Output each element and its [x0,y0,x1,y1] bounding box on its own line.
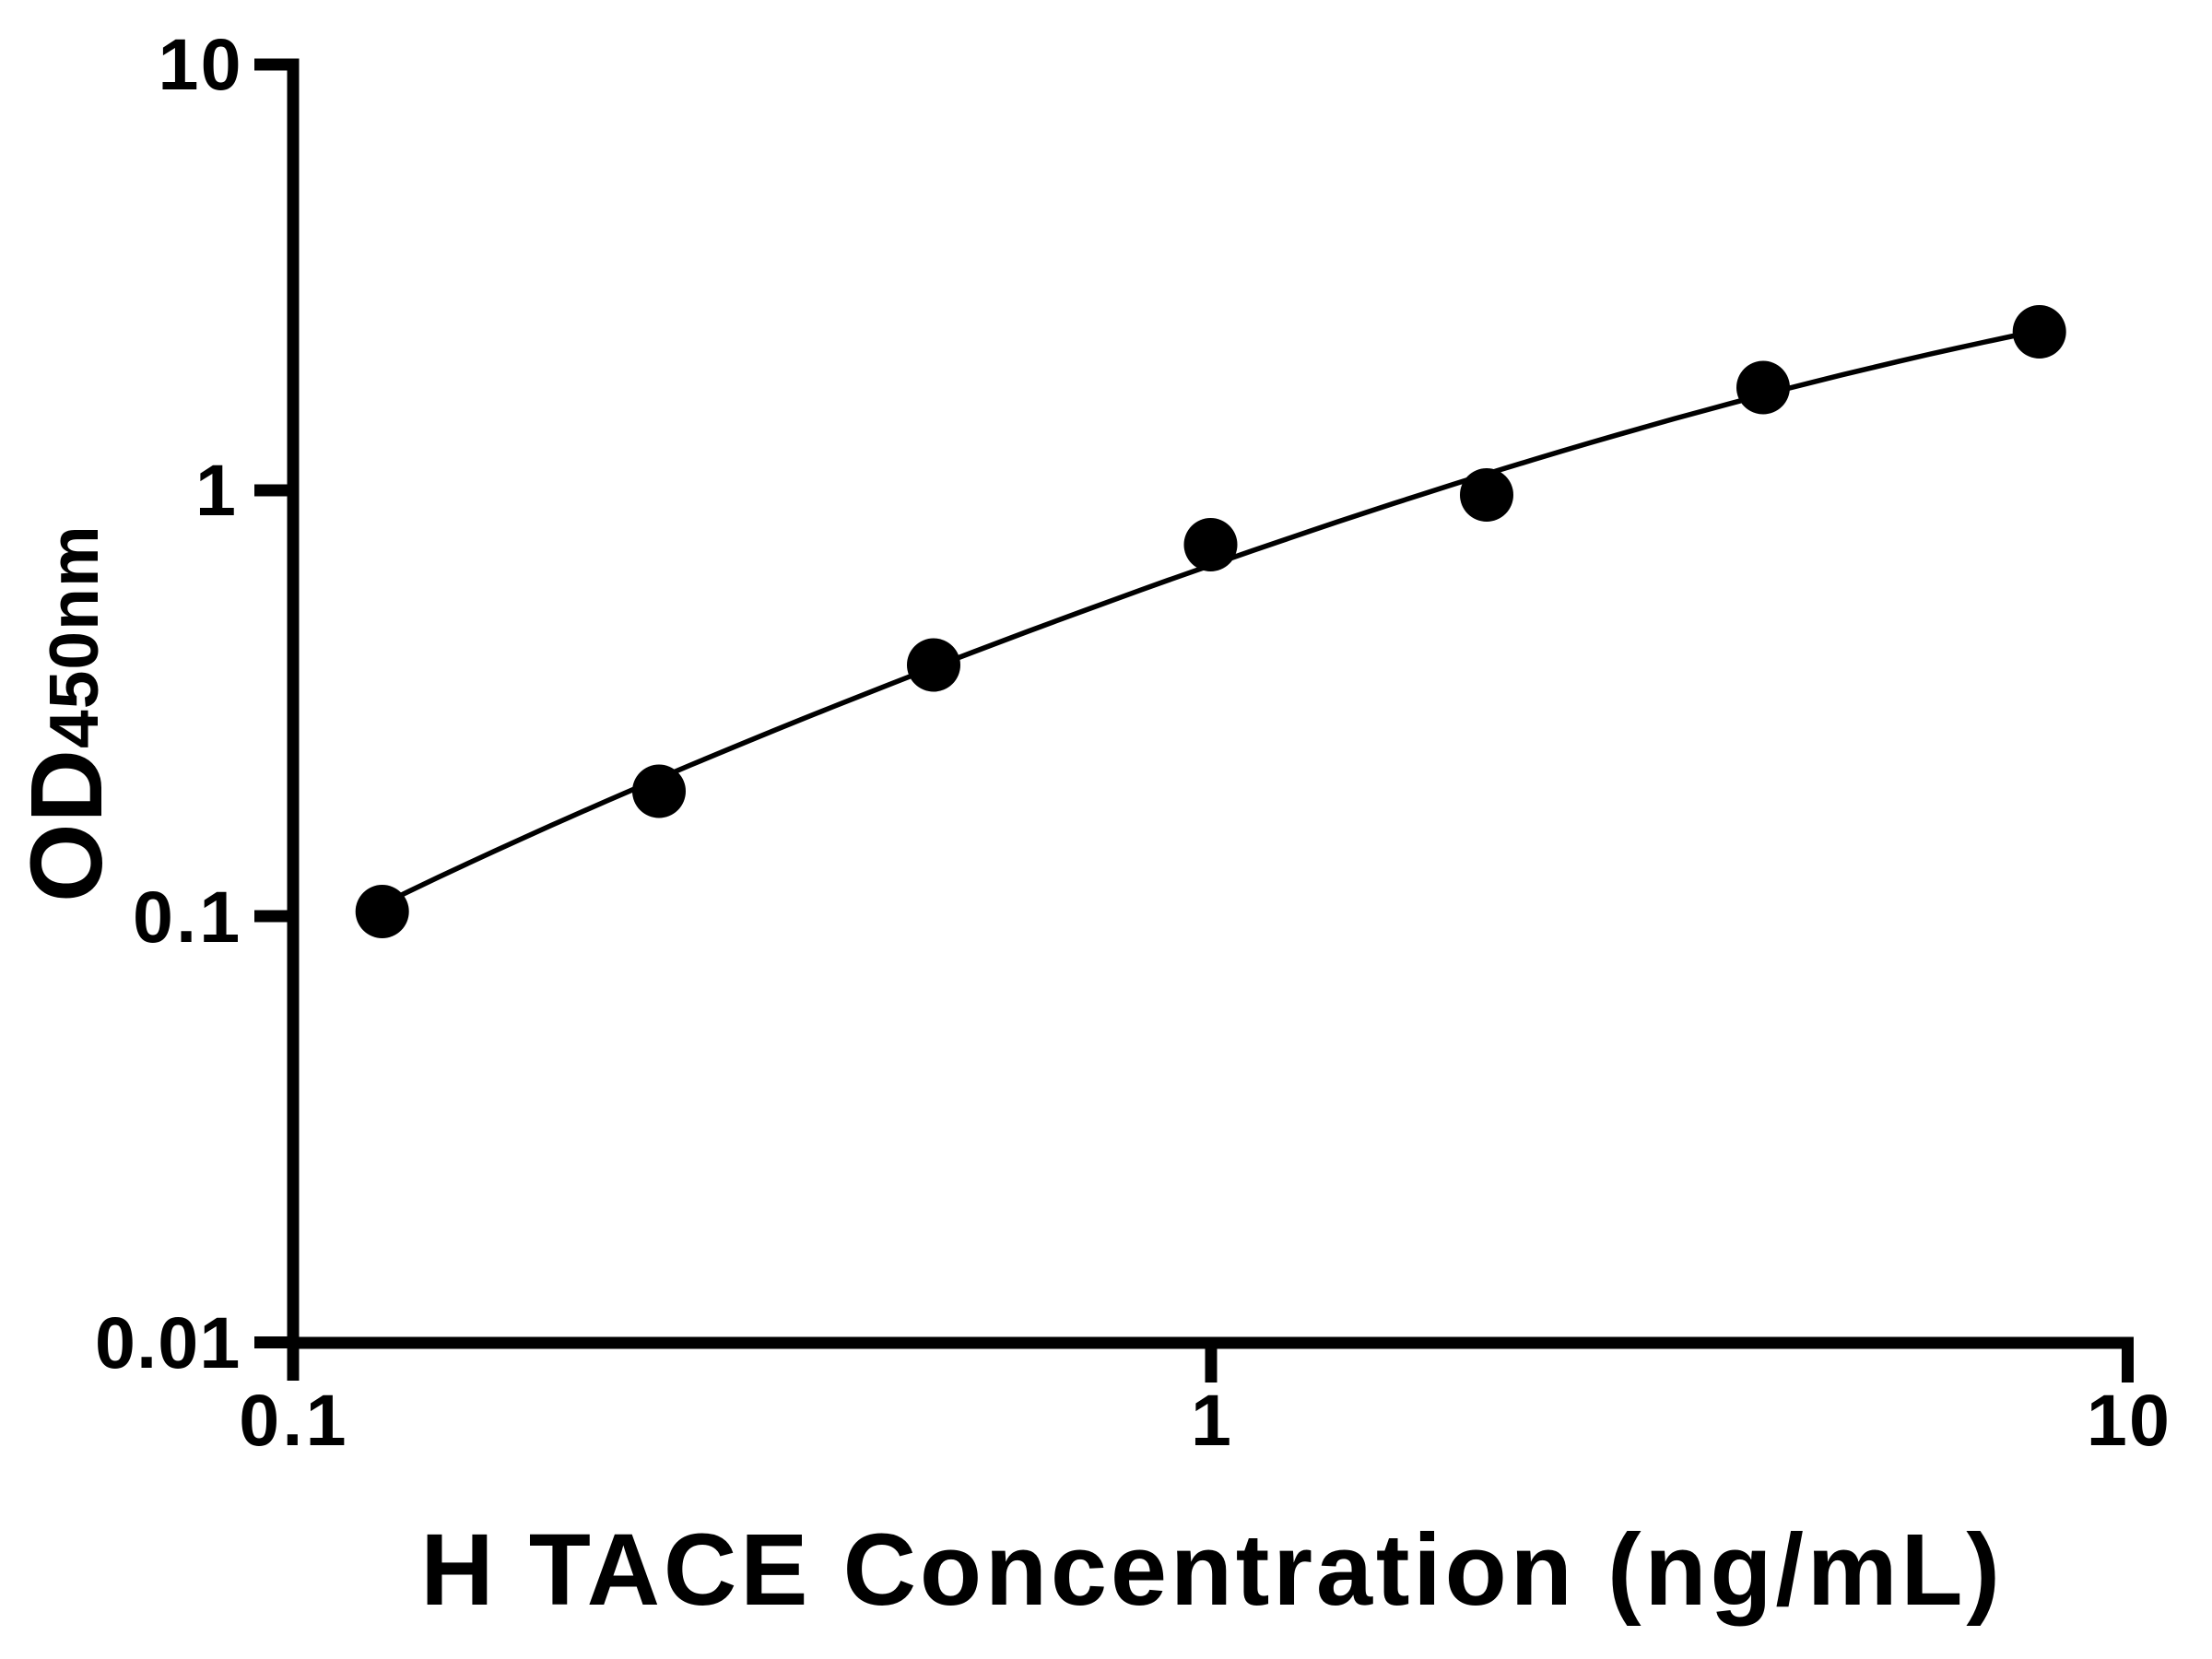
svg-text:H TACE Concentration (ng/mL): H TACE Concentration (ng/mL) [420,1513,2004,1627]
svg-text:0.1: 0.1 [239,1379,348,1461]
svg-text:1: 1 [1191,1379,1231,1461]
svg-text:OD450nm: OD450nm [10,524,124,902]
svg-text:0.01: 0.01 [95,1301,241,1383]
svg-text:0.1: 0.1 [133,876,242,958]
svg-text:10: 10 [159,23,243,105]
svg-text:1: 1 [195,449,236,531]
svg-text:10: 10 [2087,1379,2171,1461]
